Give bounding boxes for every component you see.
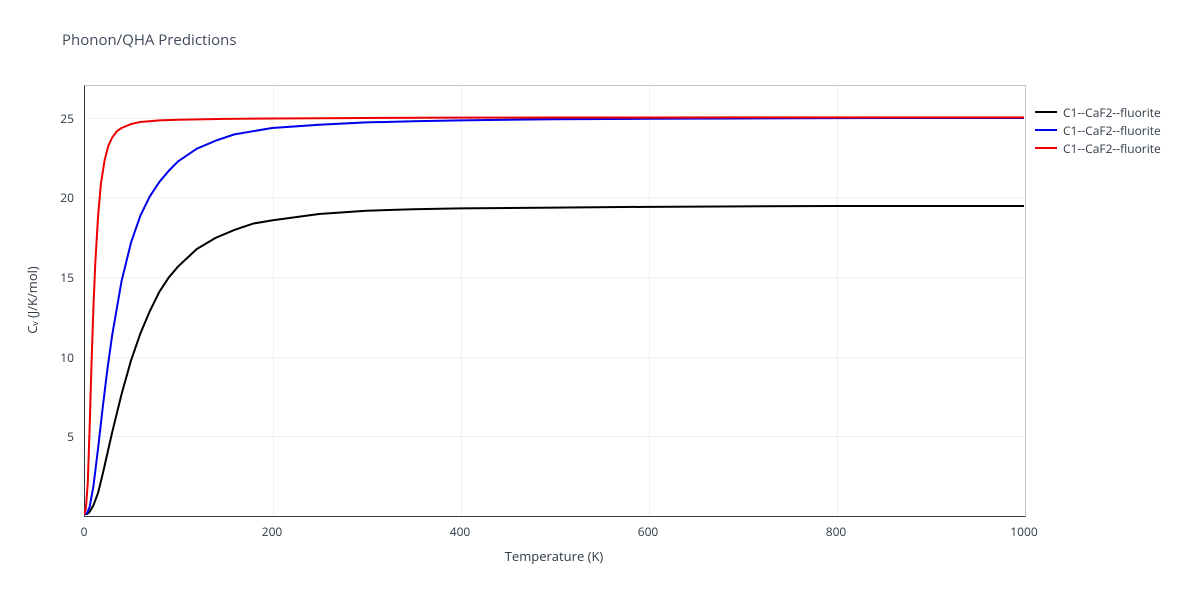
- legend-label: C1--CaF2--fluorite: [1063, 140, 1161, 157]
- x-tick-label: 400: [450, 523, 471, 540]
- legend-swatch: [1035, 147, 1057, 149]
- series-line-0[interactable]: [84, 206, 1024, 515]
- x-tick-label: 200: [262, 523, 283, 540]
- legend: C1--CaF2--fluoriteC1--CaF2--fluoriteC1--…: [1035, 103, 1161, 157]
- legend-item[interactable]: C1--CaF2--fluorite: [1035, 103, 1161, 121]
- y-axis-label: Cᵥ (J/K/mol): [23, 266, 41, 334]
- legend-item[interactable]: C1--CaF2--fluorite: [1035, 121, 1161, 139]
- series-line-2[interactable]: [84, 117, 1024, 515]
- legend-swatch: [1035, 129, 1057, 131]
- x-tick-label: 600: [638, 523, 659, 540]
- legend-item[interactable]: C1--CaF2--fluorite: [1035, 139, 1161, 157]
- chart-container: Phonon/QHA Predictions Temperature (K) C…: [0, 0, 1200, 600]
- chart-curves: [0, 0, 1200, 600]
- x-tick-label: 0: [81, 523, 88, 540]
- legend-label: C1--CaF2--fluorite: [1063, 104, 1161, 121]
- x-tick-label: 800: [826, 523, 847, 540]
- x-axis-label: Temperature (K): [505, 547, 604, 565]
- legend-label: C1--CaF2--fluorite: [1063, 122, 1161, 139]
- x-tick-label: 1000: [1010, 523, 1037, 540]
- series-line-1[interactable]: [84, 118, 1024, 515]
- legend-swatch: [1035, 111, 1057, 113]
